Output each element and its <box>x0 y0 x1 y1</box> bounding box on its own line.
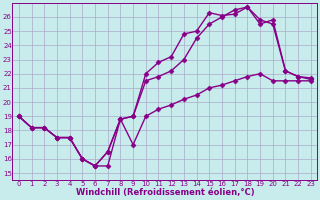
X-axis label: Windchill (Refroidissement éolien,°C): Windchill (Refroidissement éolien,°C) <box>76 188 254 197</box>
